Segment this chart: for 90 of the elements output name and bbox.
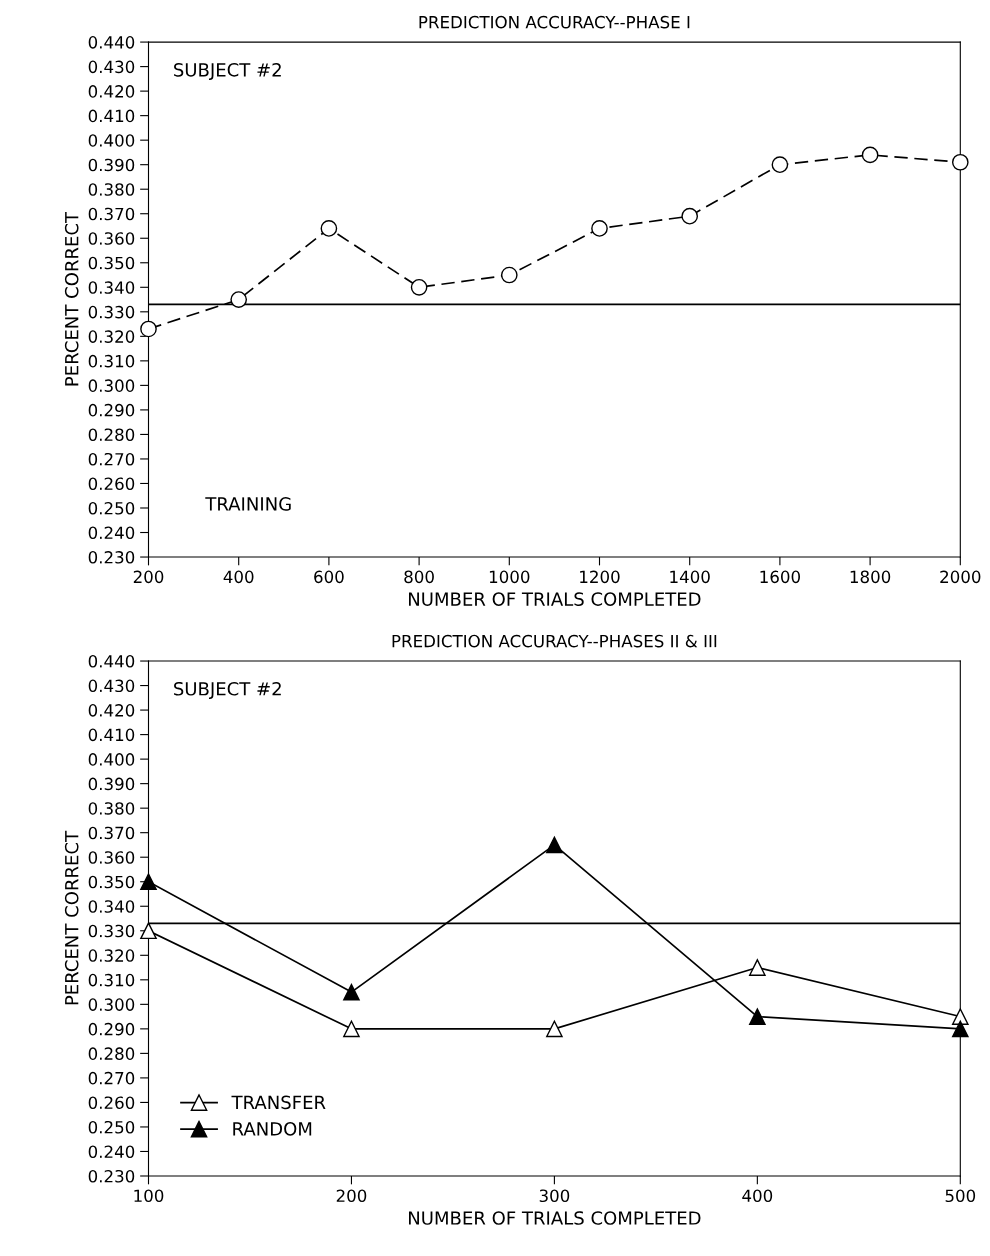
- y-tick-label: 0.370: [88, 207, 135, 221]
- annotation: SUBJECT #2: [174, 681, 281, 699]
- y-tick-label: 0.320: [88, 330, 135, 343]
- y-tick-label: 0.250: [88, 501, 135, 515]
- y-tick-label: 0.400: [88, 134, 135, 147]
- y-tick-label: 0.300: [88, 998, 135, 1011]
- x-tick-label: 1600: [760, 570, 800, 584]
- y-tick-label: 0.440: [88, 36, 135, 49]
- y-tick-label: 0.440: [88, 655, 135, 668]
- point: [546, 836, 563, 854]
- x-tick-label: 300: [539, 1189, 570, 1203]
- y-tick-label: 0.420: [88, 704, 135, 717]
- x-tick-label: 2000: [940, 570, 981, 584]
- point: [410, 278, 428, 296]
- point: [951, 1008, 969, 1025]
- y-axis-title: PERCENT CORRECT: [64, 830, 79, 1005]
- y-tick-label: 0.420: [88, 85, 135, 98]
- x-tick-label: 1800: [850, 570, 891, 584]
- x-tick-label: 200: [133, 570, 164, 584]
- y-tick-label: 0.400: [88, 753, 135, 766]
- y-tick-label: 0.390: [88, 777, 135, 791]
- x-tick-label: 800: [404, 570, 434, 584]
- y-tick-label: 0.350: [88, 256, 135, 270]
- y-tick-label: 0.430: [88, 679, 135, 693]
- x-axis-title: NUMBER OF TRIALS COMPLETED: [409, 592, 701, 606]
- y-tick-label: 0.390: [88, 158, 135, 172]
- y-tick-label: 0.230: [88, 551, 135, 564]
- y-tick-label: 0.330: [88, 305, 135, 319]
- legend-label: RANDOM: [233, 1121, 312, 1136]
- y-tick-label: 0.280: [88, 428, 135, 441]
- chart-title: PREDICTION ACCURACY--PHASES II & III: [392, 634, 717, 648]
- y-tick-label: 0.370: [88, 826, 135, 840]
- y-tick-label: 0.410: [88, 728, 135, 742]
- x-tick-label: 1000: [489, 570, 530, 584]
- y-tick-label: 0.240: [88, 1145, 135, 1159]
- y-tick-label: 0.410: [88, 109, 135, 123]
- point: [140, 873, 157, 891]
- x-tick-label: 500: [945, 1189, 976, 1203]
- y-tick-label: 0.320: [88, 949, 135, 962]
- x-tick-label: 1200: [580, 570, 620, 584]
- point: [771, 156, 789, 174]
- y-tick-label: 0.310: [88, 973, 135, 987]
- y-tick-label: 0.240: [88, 526, 135, 540]
- annotation: SUBJECT #2: [174, 62, 281, 81]
- y-tick-label: 0.430: [88, 60, 135, 74]
- y-tick-label: 0.290: [88, 403, 135, 417]
- x-tick-label: 100: [134, 1189, 164, 1203]
- y-tick-label: 0.360: [88, 851, 135, 864]
- x-tick-label: 400: [742, 1189, 773, 1203]
- y-tick-label: 0.340: [88, 900, 135, 913]
- y-tick-label: 0.270: [88, 452, 135, 466]
- y-tick-label: 0.310: [88, 354, 135, 368]
- y-tick-label: 0.340: [88, 281, 135, 294]
- y-tick-label: 0.230: [88, 1169, 135, 1183]
- point: [343, 1020, 360, 1038]
- y-tick-label: 0.250: [88, 1120, 135, 1134]
- point: [591, 220, 608, 237]
- y-axis-title: PERCENT CORRECT: [64, 211, 79, 386]
- point: [749, 959, 766, 976]
- y-tick-label: 0.260: [88, 1096, 135, 1109]
- point: [230, 291, 248, 308]
- y-tick-label: 0.360: [88, 232, 135, 245]
- y-tick-label: 0.260: [88, 477, 135, 491]
- y-tick-label: 0.280: [88, 1047, 135, 1060]
- point: [140, 320, 157, 338]
- y-tick-label: 0.270: [88, 1071, 135, 1085]
- point: [343, 983, 360, 1001]
- y-tick-label: 0.300: [88, 379, 135, 392]
- y-tick-label: 0.350: [88, 875, 135, 889]
- point: [951, 1020, 969, 1038]
- annotation: TRAINING: [205, 497, 291, 511]
- x-tick-label: 1400: [670, 570, 710, 584]
- point: [320, 220, 338, 237]
- point: [681, 207, 699, 225]
- y-tick-label: 0.290: [88, 1022, 135, 1036]
- y-tick-label: 0.330: [88, 924, 135, 938]
- y-tick-label: 0.380: [88, 183, 135, 196]
- x-tick-label: 400: [223, 570, 254, 584]
- point: [749, 1008, 766, 1025]
- x-tick-label: 600: [314, 570, 344, 584]
- legend-label: TRANSFER: [231, 1095, 326, 1110]
- y-tick-label: 0.380: [88, 802, 135, 815]
- point: [951, 153, 969, 171]
- point: [500, 266, 518, 284]
- point: [861, 146, 879, 164]
- point: [140, 922, 157, 940]
- x-tick-label: 200: [336, 1189, 367, 1203]
- point: [546, 1020, 563, 1038]
- x-axis-title: NUMBER OF TRIALS COMPLETED: [409, 1211, 701, 1225]
- chart-title: PREDICTION ACCURACY--PHASE I: [419, 15, 690, 29]
